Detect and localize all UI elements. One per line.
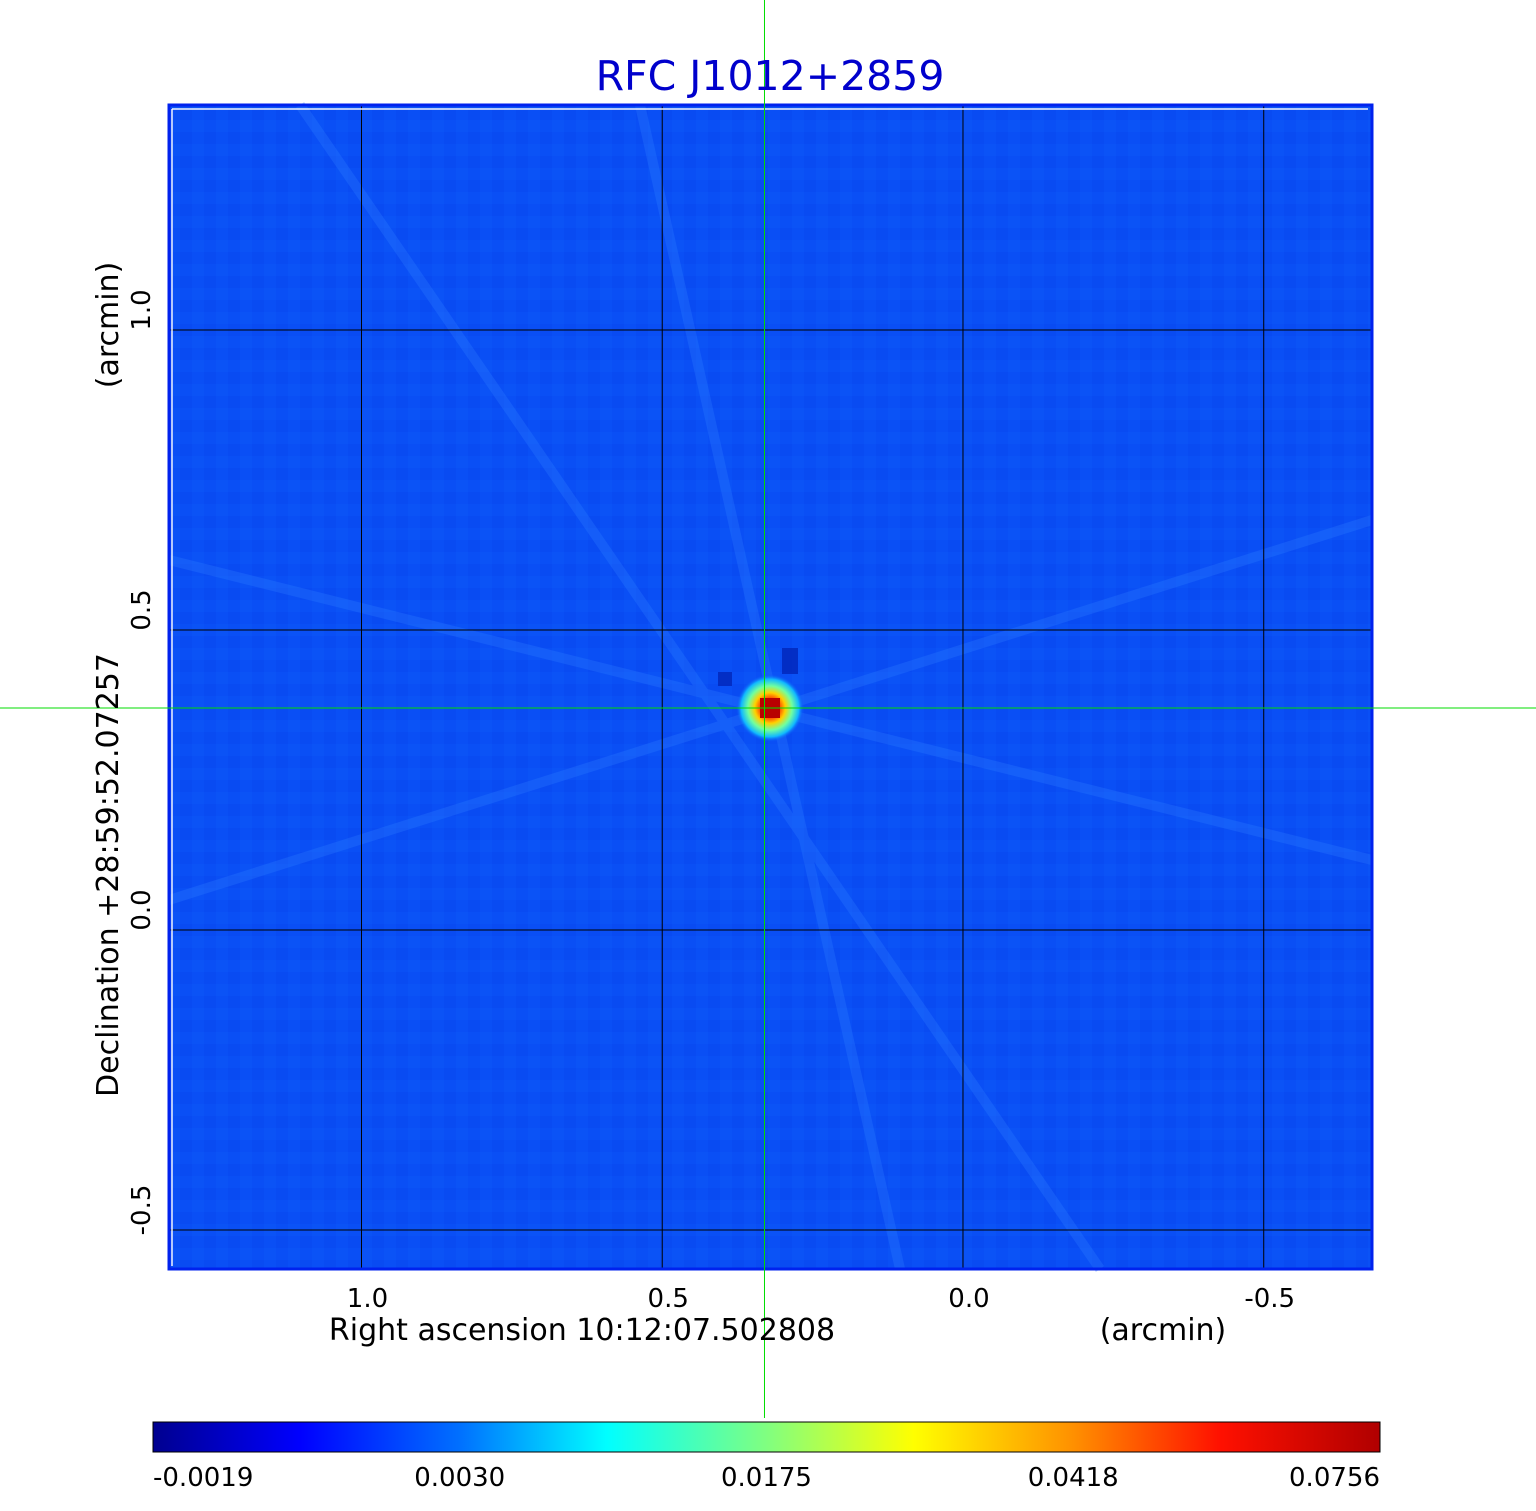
x-tick-label: 1.0 — [347, 1284, 388, 1314]
x-tick-labels: 1.0 0.5 0.0 -0.5 — [347, 1284, 1295, 1314]
colorbar-tick-label: 0.0030 — [414, 1463, 505, 1493]
y-tick-label: 1.0 — [127, 289, 157, 330]
coordinate-grid — [169, 105, 1372, 1269]
chart-title: RFC J1012+2859 — [596, 52, 945, 100]
x-tick-label: 0.0 — [948, 1284, 989, 1314]
y-tick-label: -0.5 — [127, 1185, 157, 1236]
colorbar-tick-label: 0.0756 — [1289, 1463, 1380, 1493]
colorbar-tick-label: 0.0418 — [1028, 1463, 1119, 1493]
plot-frame — [167, 103, 1374, 1271]
y-axis-unit: (arcmin) — [91, 262, 126, 389]
colorbar-tick-label: 0.0175 — [721, 1463, 812, 1493]
x-tick-label: -0.5 — [1244, 1284, 1295, 1314]
y-tick-label: 0.5 — [127, 589, 157, 630]
x-axis-label: Right ascension 10:12:07.502808 — [329, 1313, 835, 1348]
y-tick-label: 0.0 — [127, 889, 157, 930]
x-axis-unit: (arcmin) — [1100, 1313, 1227, 1348]
colorbar-tick-label: -0.0019 — [153, 1463, 253, 1493]
colorbar — [152, 1421, 1381, 1453]
y-tick-labels: 1.0 0.5 0.0 -0.5 — [127, 289, 157, 1235]
x-tick-label: 0.5 — [648, 1284, 689, 1314]
y-axis-label: Declination +28:59:52.07257 — [91, 653, 126, 1097]
colorbar-tick-labels: -0.0019 0.0030 0.0175 0.0418 0.0756 — [153, 1463, 1380, 1493]
